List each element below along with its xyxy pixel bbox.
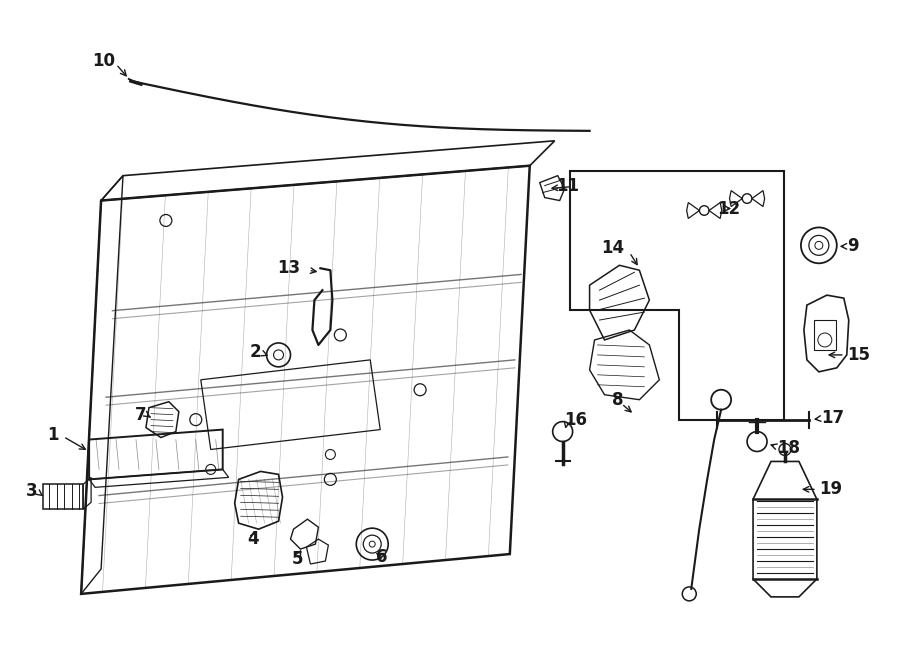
Text: 2: 2 (250, 343, 261, 361)
Text: 9: 9 (847, 238, 859, 256)
Text: 16: 16 (564, 410, 588, 428)
Text: 10: 10 (93, 52, 115, 70)
Text: 6: 6 (376, 548, 388, 566)
Text: 19: 19 (819, 481, 842, 498)
Text: 3: 3 (25, 483, 37, 500)
Text: 1: 1 (48, 426, 59, 444)
Bar (814, 320, 836, 350)
Text: 14: 14 (601, 240, 625, 258)
Text: 11: 11 (556, 177, 580, 195)
Text: 4: 4 (247, 530, 258, 548)
Text: 13: 13 (277, 260, 301, 277)
Text: 5: 5 (292, 550, 303, 568)
Text: 7: 7 (135, 406, 147, 424)
Text: 8: 8 (612, 391, 623, 408)
Text: 17: 17 (821, 408, 844, 426)
Text: 15: 15 (847, 346, 869, 364)
Text: 12: 12 (717, 199, 741, 218)
Text: 18: 18 (777, 438, 800, 457)
